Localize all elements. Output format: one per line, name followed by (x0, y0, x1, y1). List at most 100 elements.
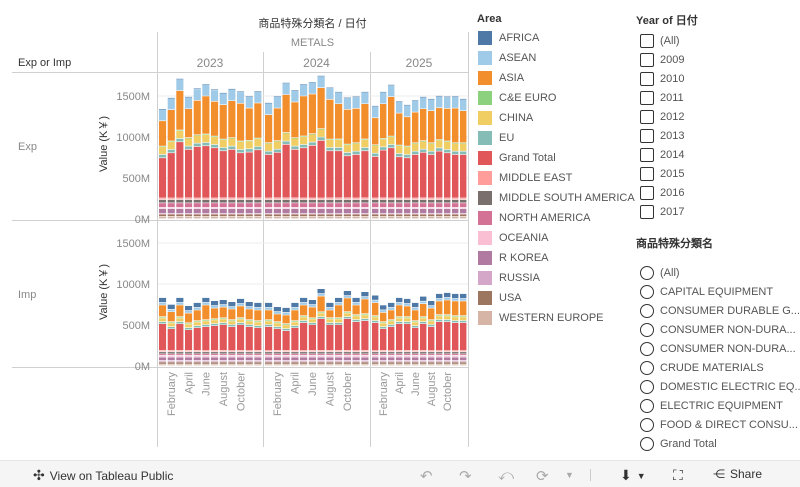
bar-segment-middle-east[interactable] (211, 198, 219, 200)
bar-segment-asean[interactable] (380, 310, 387, 313)
bar-segment-western-europe[interactable] (420, 364, 427, 366)
bar-segment-middle-south-america[interactable] (404, 352, 411, 354)
bar-segment-china[interactable] (404, 318, 411, 322)
bar-segment-grand-total[interactable] (317, 319, 325, 351)
bar-segment-grand-total[interactable] (282, 331, 290, 351)
bar-segment-middle-east[interactable] (228, 198, 236, 200)
bar-segment-eu[interactable] (326, 147, 334, 151)
bar-segment-china[interactable] (335, 319, 343, 323)
bar-segment-western-europe[interactable] (245, 364, 253, 366)
bar-segment-china[interactable] (317, 129, 325, 137)
bar-segment-russia[interactable] (254, 360, 262, 362)
bar-segment-middle-east[interactable] (245, 350, 253, 352)
bar-segment-russia[interactable] (211, 213, 219, 215)
bar-segment-grand-total[interactable] (404, 158, 411, 198)
bar-segment-asia[interactable] (176, 305, 184, 317)
bar-segment-oceania[interactable] (265, 355, 273, 357)
bar-segment-usa[interactable] (219, 362, 227, 364)
bar-segment-western-europe[interactable] (300, 364, 308, 366)
bar-segment-asia[interactable] (420, 109, 427, 141)
bar-segment-china[interactable] (388, 321, 395, 325)
bar-segment-north-america[interactable] (282, 203, 290, 208)
bar-segment-oceania[interactable] (308, 355, 316, 357)
bar-segment-c-e-euro[interactable] (326, 318, 334, 319)
bar-segment-asia[interactable] (228, 101, 236, 138)
bar-segment-north-america[interactable] (211, 354, 219, 356)
bar-segment-africa[interactable] (372, 295, 379, 300)
bar-segment-middle-south-america[interactable] (308, 199, 316, 203)
bar-segment-africa[interactable] (167, 97, 175, 99)
bar-segment-middle-south-america[interactable] (352, 352, 360, 354)
bar-segment-asean[interactable] (308, 304, 316, 307)
bar-segment-russia[interactable] (237, 213, 245, 215)
bar-segment-asean[interactable] (282, 83, 290, 95)
bar-segment-africa[interactable] (380, 305, 387, 310)
bar-segment-r-korea[interactable] (211, 208, 219, 214)
bar-segment-middle-east[interactable] (219, 198, 227, 200)
bar-segment-grand-total[interactable] (282, 144, 290, 198)
bar-segment-western-europe[interactable] (396, 216, 403, 219)
bar-segment-asean[interactable] (404, 303, 411, 306)
bar-segment-asean[interactable] (176, 79, 184, 91)
bar-segment-usa[interactable] (420, 362, 427, 364)
bar-segment-asean[interactable] (237, 303, 245, 306)
bar-segment-middle-south-america[interactable] (452, 199, 459, 203)
bar-segment-western-europe[interactable] (167, 364, 175, 366)
bar-segment-china[interactable] (452, 143, 459, 151)
bar-segment-asia[interactable] (245, 108, 253, 141)
bar-segment-russia[interactable] (211, 360, 219, 362)
bar-segment-asean[interactable] (228, 306, 236, 309)
bar-segment-oceania[interactable] (452, 355, 459, 357)
bar-segment-asia[interactable] (361, 104, 369, 139)
bar-segment-c-e-euro[interactable] (228, 138, 236, 139)
bar-segment-western-europe[interactable] (176, 364, 184, 366)
bar-segment-asia[interactable] (460, 111, 467, 143)
bar-segment-china[interactable] (428, 321, 435, 325)
bar-segment-r-korea[interactable] (343, 208, 351, 214)
bar-segment-russia[interactable] (352, 213, 360, 215)
bar-segment-r-korea[interactable] (372, 357, 379, 361)
bar-segment-r-korea[interactable] (444, 357, 451, 361)
bar-segment-africa[interactable] (193, 88, 201, 90)
bar-segment-western-europe[interactable] (343, 364, 351, 366)
bar-segment-asia[interactable] (300, 96, 308, 136)
bar-segment-north-america[interactable] (412, 203, 419, 208)
bar-segment-western-europe[interactable] (404, 364, 411, 366)
bar-segment-africa[interactable] (326, 302, 334, 308)
bar-segment-usa[interactable] (167, 362, 175, 364)
checkbox[interactable] (640, 71, 654, 86)
bar-segment-usa[interactable] (185, 214, 193, 217)
bar-segment-usa[interactable] (460, 214, 467, 217)
radio-button[interactable] (640, 417, 654, 432)
bar-segment-middle-south-america[interactable] (388, 199, 395, 203)
bar-segment-africa[interactable] (202, 84, 210, 85)
bar-segment-china[interactable] (193, 322, 201, 326)
bar-segment-china[interactable] (412, 143, 419, 151)
bar-segment-c-e-euro[interactable] (211, 136, 219, 137)
bar-segment-eu[interactable] (291, 326, 299, 328)
bar-segment-r-korea[interactable] (404, 208, 411, 214)
bar-segment-asia[interactable] (388, 97, 395, 136)
bar-segment-r-korea[interactable] (202, 357, 210, 361)
bar-segment-asean[interactable] (300, 84, 308, 96)
bar-segment-asia[interactable] (211, 101, 219, 136)
bar-segment-grand-total[interactable] (343, 156, 351, 198)
checkbox[interactable] (640, 204, 654, 219)
bar-segment-r-korea[interactable] (291, 357, 299, 361)
bar-segment-russia[interactable] (317, 360, 325, 362)
bar-segment-grand-total[interactable] (326, 151, 334, 198)
bar-segment-north-america[interactable] (460, 354, 467, 356)
bar-segment-western-europe[interactable] (193, 364, 201, 366)
refresh-icon[interactable]: ⟳ (536, 468, 549, 485)
bar-segment-middle-east[interactable] (335, 350, 343, 352)
bar-segment-asean[interactable] (185, 97, 193, 109)
bar-segment-middle-east[interactable] (396, 350, 403, 352)
bar-segment-usa[interactable] (343, 362, 351, 364)
bar-segment-grand-total[interactable] (372, 323, 379, 351)
bar-segment-russia[interactable] (420, 360, 427, 362)
legend-item[interactable]: Grand Total (478, 151, 556, 165)
bar-segment-asean[interactable] (211, 305, 219, 308)
bar-segment-asia[interactable] (254, 310, 262, 321)
bar-segment-asia[interactable] (396, 305, 403, 317)
bar-segment-eu[interactable] (254, 146, 262, 150)
